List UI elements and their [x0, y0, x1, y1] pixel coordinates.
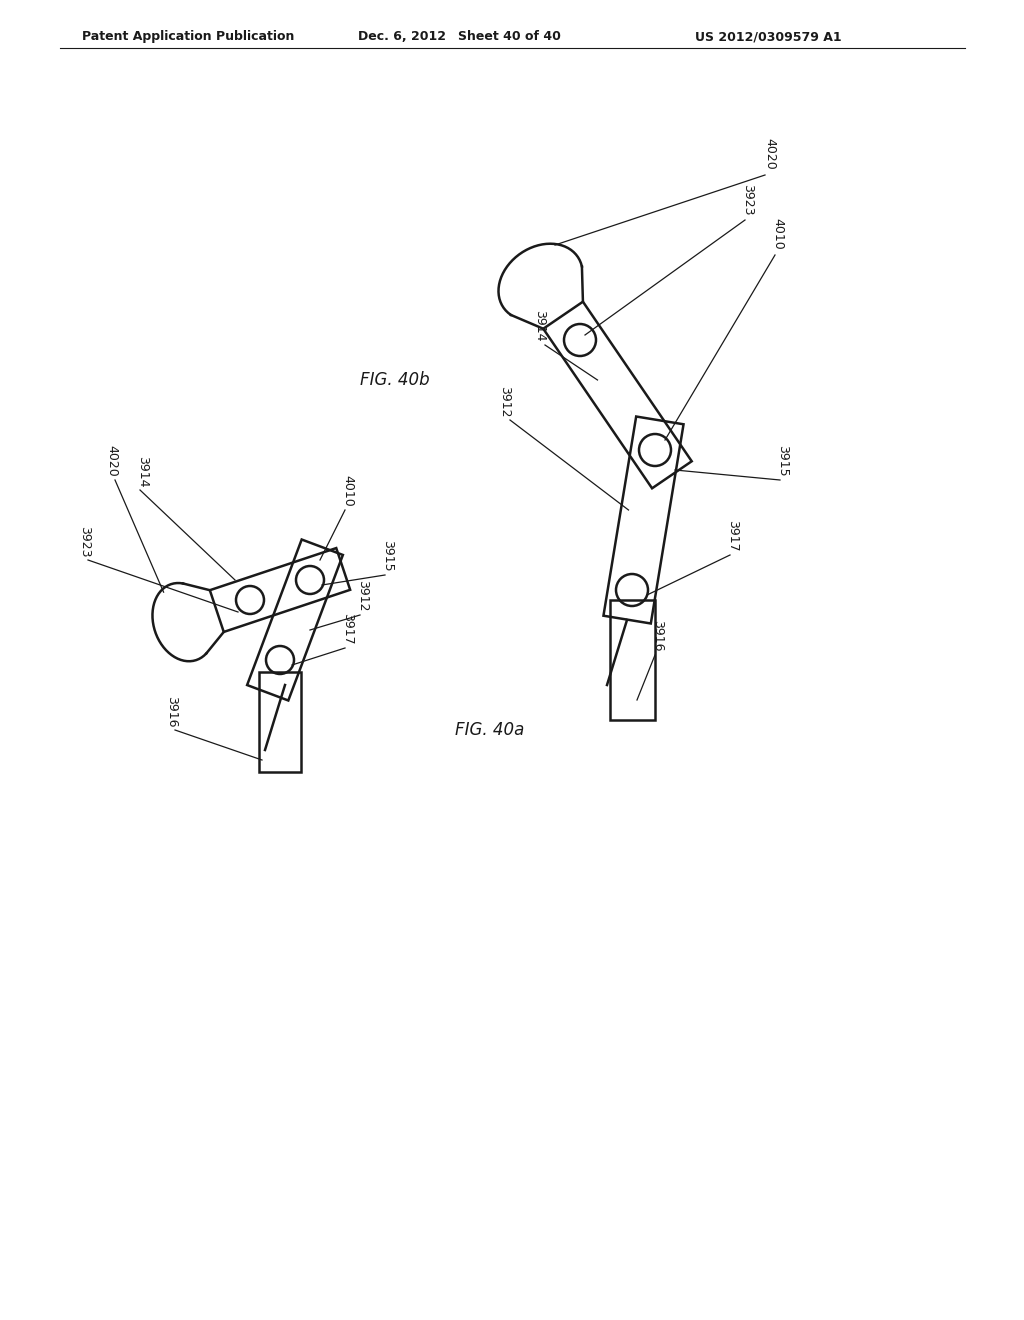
Text: 3916: 3916: [166, 696, 178, 727]
Text: 4020: 4020: [105, 445, 119, 477]
Text: 3914: 3914: [534, 310, 547, 342]
Text: Dec. 6, 2012: Dec. 6, 2012: [358, 30, 446, 44]
Text: FIG. 40a: FIG. 40a: [455, 721, 524, 739]
Text: 4020: 4020: [764, 139, 776, 170]
Text: Patent Application Publication: Patent Application Publication: [82, 30, 294, 44]
Text: 3915: 3915: [382, 540, 394, 572]
Text: 3916: 3916: [651, 620, 665, 652]
Text: 4010: 4010: [771, 218, 784, 249]
Text: 3912: 3912: [499, 385, 512, 417]
Text: US 2012/0309579 A1: US 2012/0309579 A1: [695, 30, 842, 44]
Text: 4010: 4010: [341, 475, 354, 507]
Text: 3917: 3917: [726, 520, 739, 552]
Text: Sheet 40 of 40: Sheet 40 of 40: [458, 30, 561, 44]
Text: 3912: 3912: [356, 581, 370, 612]
Text: 3917: 3917: [341, 614, 354, 645]
Text: 3915: 3915: [776, 445, 790, 477]
Text: 3914: 3914: [136, 455, 150, 487]
Text: FIG. 40b: FIG. 40b: [360, 371, 430, 389]
Text: 3923: 3923: [741, 183, 755, 215]
Text: 3923: 3923: [79, 525, 91, 557]
